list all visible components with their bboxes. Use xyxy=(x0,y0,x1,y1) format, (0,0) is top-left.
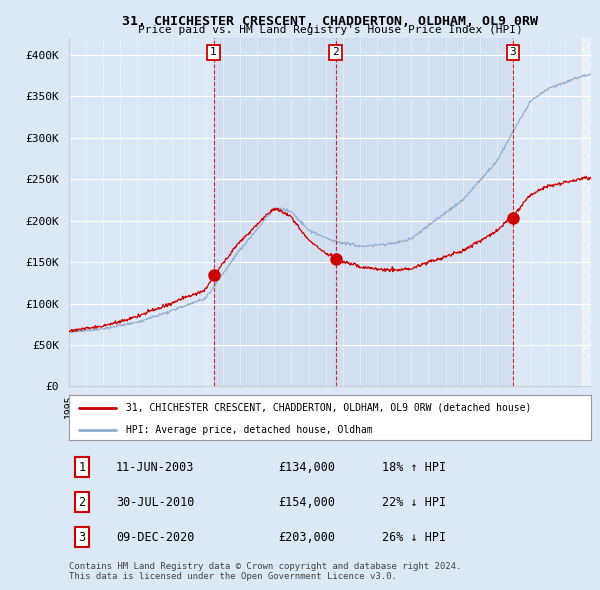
Text: 1: 1 xyxy=(79,461,86,474)
Text: 31, CHICHESTER CRESCENT, CHADDERTON, OLDHAM, OL9 0RW (detached house): 31, CHICHESTER CRESCENT, CHADDERTON, OLD… xyxy=(127,403,532,412)
Text: 09-DEC-2020: 09-DEC-2020 xyxy=(116,530,194,543)
Text: 2: 2 xyxy=(79,496,86,509)
Text: 2: 2 xyxy=(332,47,339,57)
Text: 1: 1 xyxy=(210,47,217,57)
Text: 3: 3 xyxy=(79,530,86,543)
Text: 3: 3 xyxy=(509,47,517,57)
Text: £134,000: £134,000 xyxy=(278,461,335,474)
Bar xyxy=(583,38,591,386)
Text: 18% ↑ HPI: 18% ↑ HPI xyxy=(382,461,446,474)
Text: HPI: Average price, detached house, Oldham: HPI: Average price, detached house, Oldh… xyxy=(127,425,373,435)
Text: 31, CHICHESTER CRESCENT, CHADDERTON, OLDHAM, OL9 0RW: 31, CHICHESTER CRESCENT, CHADDERTON, OLD… xyxy=(122,15,538,28)
Text: £203,000: £203,000 xyxy=(278,530,335,543)
Text: 22% ↓ HPI: 22% ↓ HPI xyxy=(382,496,446,509)
Text: 11-JUN-2003: 11-JUN-2003 xyxy=(116,461,194,474)
Text: £154,000: £154,000 xyxy=(278,496,335,509)
Text: Contains HM Land Registry data © Crown copyright and database right 2024.
This d: Contains HM Land Registry data © Crown c… xyxy=(69,562,461,581)
Text: Price paid vs. HM Land Registry's House Price Index (HPI): Price paid vs. HM Land Registry's House … xyxy=(137,25,523,35)
Text: 30-JUL-2010: 30-JUL-2010 xyxy=(116,496,194,509)
Text: 26% ↓ HPI: 26% ↓ HPI xyxy=(382,530,446,543)
Bar xyxy=(214,38,335,386)
Bar xyxy=(335,38,513,386)
